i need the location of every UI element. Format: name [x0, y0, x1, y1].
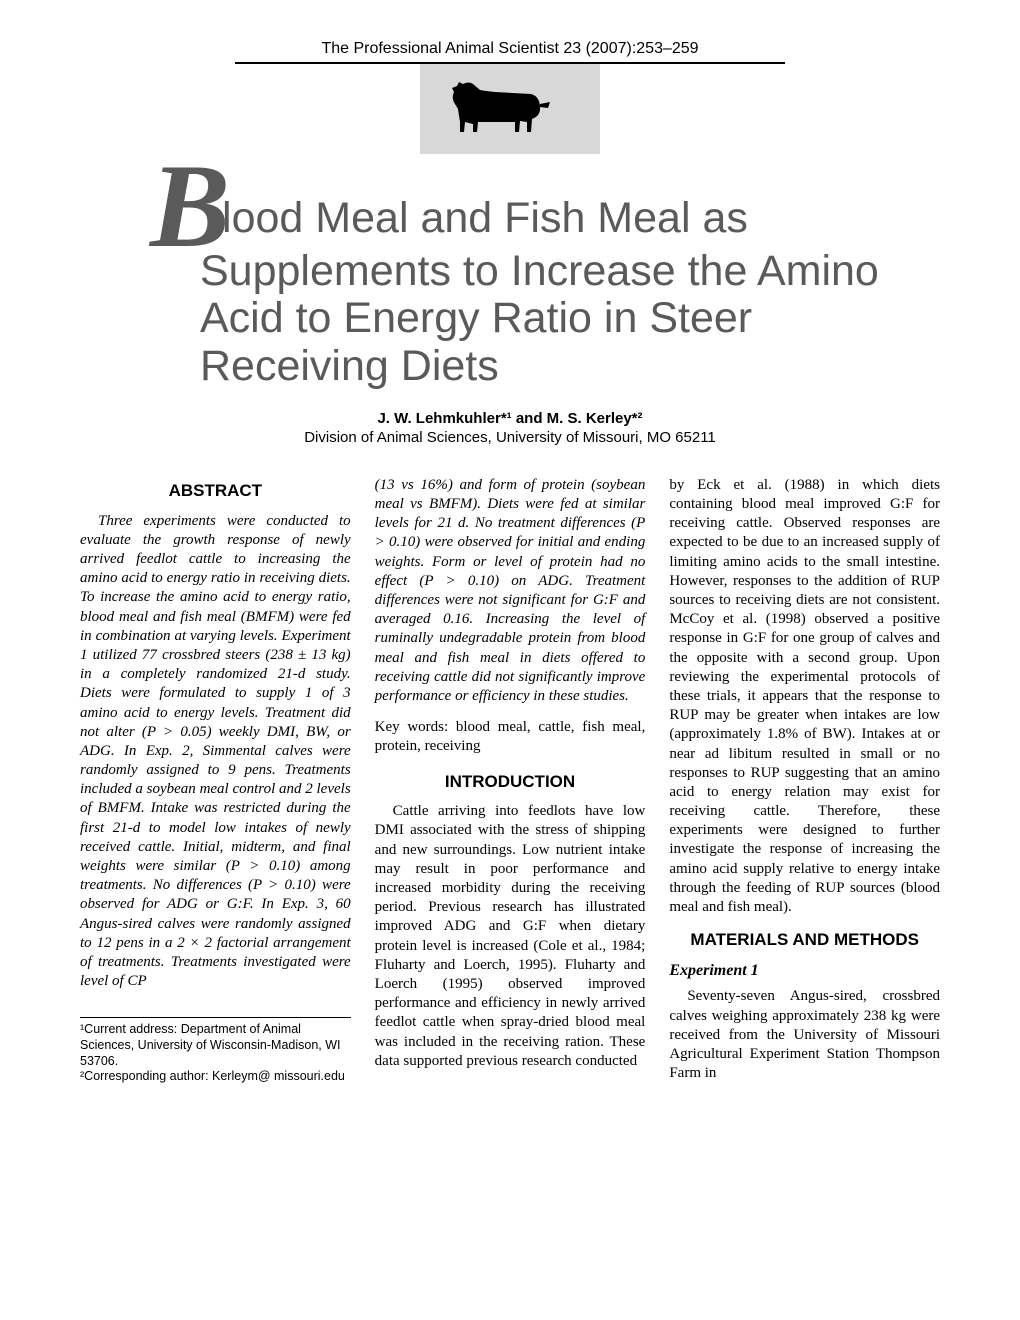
abstract-heading: ABSTRACT [80, 480, 351, 502]
intro-paragraph-2: by Eck et al. (1988) in which diets cont… [669, 476, 940, 917]
journal-citation: The Professional Animal Scientist 23 (20… [80, 40, 940, 58]
experiment-1-heading: Experiment 1 [669, 961, 940, 981]
article-title: Blood Meal and Fish Meal as Supplements … [80, 164, 940, 390]
footnotes: ¹Current address: Department of Animal S… [80, 1017, 351, 1085]
abstract-continuation: (13 vs 16%) and form of protein (soybean… [375, 476, 646, 706]
abstract-paragraph-2: (13 vs 16%) and form of protein (soybean… [375, 476, 646, 706]
methods-heading: MATERIALS AND METHODS [669, 929, 940, 951]
column-2: (13 vs 16%) and form of protein (soybean… [375, 476, 646, 1085]
affiliation-line: Division of Animal Sciences, University … [80, 429, 940, 446]
abstract-body: Three experiments were conducted to eval… [80, 512, 351, 992]
column-1: ABSTRACT Three experiments were conducte… [80, 476, 351, 1085]
footnote-2: ²Corresponding author: Kerleym@ missouri… [80, 1069, 351, 1085]
abstract-paragraph: Three experiments were conducted to eval… [80, 512, 351, 992]
methods-paragraph-1: Seventy-seven Angus-sired, crossbred cal… [669, 987, 940, 1083]
cattle-logo-box [420, 64, 600, 154]
column-3: by Eck et al. (1988) in which diets cont… [669, 476, 940, 1085]
keywords: Key words: blood meal, cattle, fish meal… [375, 718, 646, 756]
introduction-heading: INTRODUCTION [375, 771, 646, 793]
author-line: J. W. Lehmkuhler*¹ and M. S. Kerley*² [80, 410, 940, 427]
title-text: lood Meal and Fish Meal as Supplements t… [200, 194, 879, 390]
journal-page: The Professional Animal Scientist 23 (20… [0, 0, 1020, 1115]
body-columns: ABSTRACT Three experiments were conducte… [80, 476, 940, 1085]
intro-paragraph-1: Cattle arriving into feedlots have low D… [375, 802, 646, 1071]
cattle-icon [445, 74, 575, 144]
footnote-1: ¹Current address: Department of Animal S… [80, 1022, 351, 1069]
